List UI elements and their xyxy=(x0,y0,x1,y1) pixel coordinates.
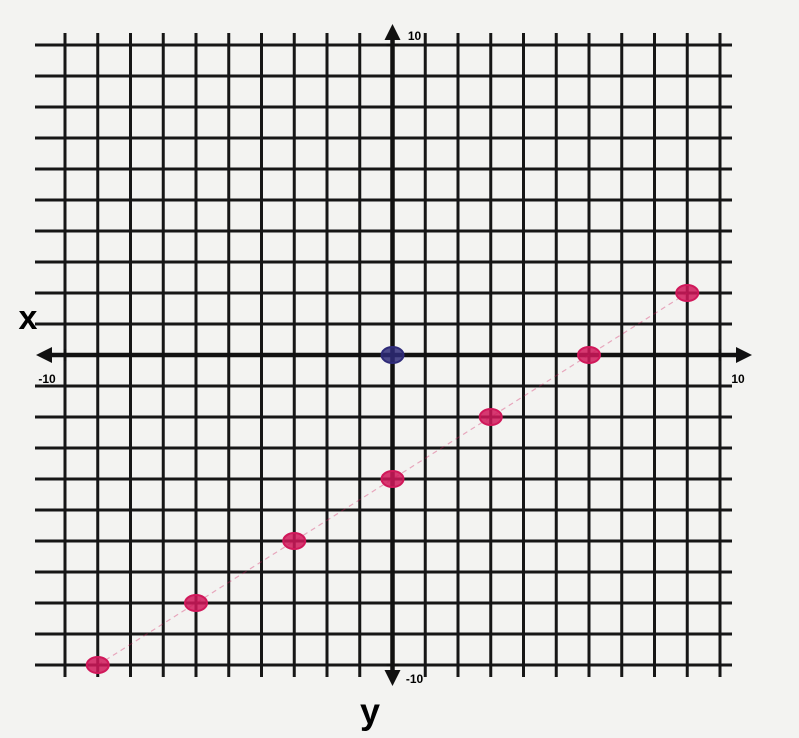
point xyxy=(480,409,502,425)
point xyxy=(87,657,109,673)
point xyxy=(676,285,698,301)
point xyxy=(283,533,305,549)
x-axis-label: x xyxy=(19,299,38,337)
x-tick-label: -10 xyxy=(38,372,56,386)
point xyxy=(382,471,404,487)
point xyxy=(185,595,207,611)
point xyxy=(578,347,600,363)
y-tick-label: -10 xyxy=(406,672,424,686)
y-axis-label: y xyxy=(360,691,380,732)
point xyxy=(382,347,404,363)
x-tick-label: 10 xyxy=(731,372,745,386)
y-tick-label: 10 xyxy=(408,29,422,43)
graph: x y -10 10 -10 10 xyxy=(0,0,799,738)
paper xyxy=(0,0,799,738)
